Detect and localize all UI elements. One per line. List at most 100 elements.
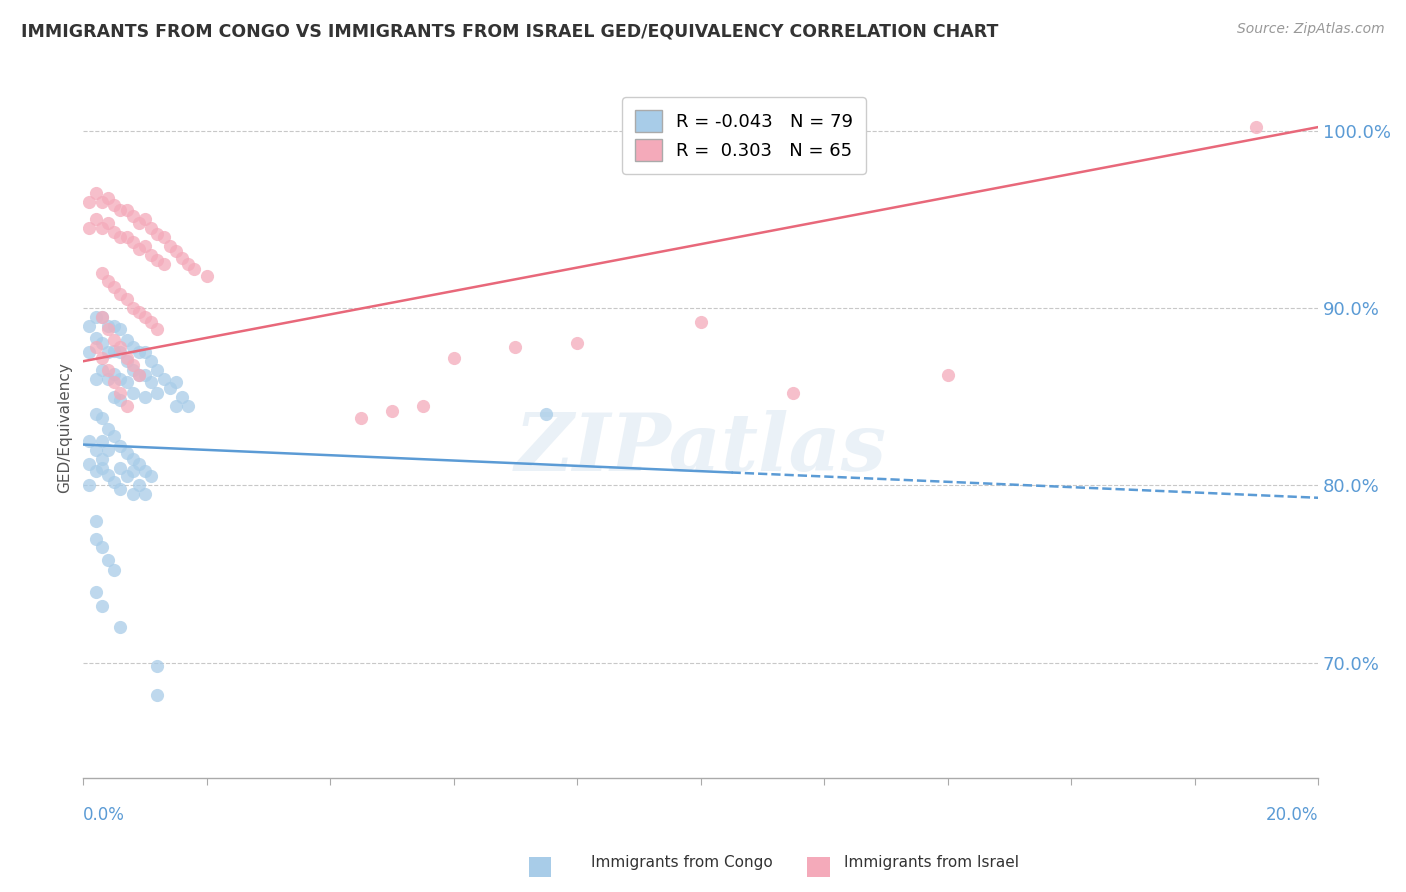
Point (141, 248, 163, 262)
Point (110, 345, 132, 359)
Point (146, 253, 169, 268)
Point (159, 239, 181, 253)
Point (146, 322, 169, 336)
Point (177, 399, 200, 413)
Point (536, 408, 558, 422)
Point (505, 340, 527, 354)
Point (443, 351, 465, 365)
Point (689, 315, 711, 329)
Point (121, 358, 143, 372)
Point (84, 532, 107, 546)
Point (195, 269, 218, 284)
Point (110, 340, 132, 354)
Point (115, 230, 138, 244)
Point (115, 333, 138, 347)
Point (146, 363, 169, 377)
Point (115, 446, 138, 460)
Point (103, 428, 125, 442)
Point (115, 399, 138, 413)
Point (110, 386, 132, 401)
Point (146, 386, 169, 401)
Point (103, 333, 125, 347)
Point (936, 368, 959, 383)
Point (97, 191, 120, 205)
Point (110, 372, 132, 386)
Point (128, 478, 150, 492)
Point (103, 564, 125, 578)
Point (165, 376, 187, 390)
Point (110, 620, 132, 634)
Point (134, 212, 156, 227)
Point (90, 221, 112, 235)
Point (84, 464, 107, 478)
Point (90, 310, 112, 324)
Point (134, 345, 156, 359)
Point (110, 203, 132, 218)
Point (381, 404, 404, 418)
Text: Immigrants from Israel: Immigrants from Israel (844, 855, 1018, 870)
Point (128, 304, 150, 318)
Point (84, 584, 107, 599)
Point (110, 439, 132, 453)
Point (84, 186, 107, 200)
Point (84, 514, 107, 528)
Point (141, 315, 163, 329)
Point (110, 322, 132, 336)
Point (103, 367, 125, 381)
Point (128, 216, 150, 230)
Point (110, 460, 132, 475)
Legend: R = -0.043   N = 79, R =  0.303   N = 65: R = -0.043 N = 79, R = 0.303 N = 65 (621, 97, 866, 174)
Point (110, 230, 132, 244)
Point (84, 442, 107, 457)
Point (152, 230, 174, 244)
Point (90, 411, 112, 425)
Point (84, 331, 107, 345)
Point (134, 464, 156, 478)
Point (1246, 120, 1268, 134)
Point (110, 393, 132, 408)
Point (103, 390, 125, 404)
Point (97, 216, 120, 230)
Point (97, 442, 120, 457)
Point (121, 301, 143, 315)
Y-axis label: GED/Equivalency: GED/Equivalency (58, 362, 72, 493)
Point (128, 345, 150, 359)
Point (90, 434, 112, 448)
Text: ZIPatlas: ZIPatlas (515, 410, 887, 488)
Point (90, 310, 112, 324)
Point (121, 363, 143, 377)
Point (90, 451, 112, 466)
Point (141, 376, 163, 390)
Point (183, 262, 205, 277)
Point (97, 467, 120, 482)
Text: Immigrants from Congo: Immigrants from Congo (591, 855, 772, 870)
Point (90, 599, 112, 613)
Point (97, 322, 120, 336)
Point (134, 487, 156, 501)
Point (134, 310, 156, 324)
Point (110, 286, 132, 301)
Point (121, 451, 143, 466)
Point (412, 399, 434, 413)
Point (103, 343, 125, 358)
Point (159, 381, 181, 395)
Point (103, 198, 125, 212)
Point (103, 376, 125, 390)
Point (90, 460, 112, 475)
Point (79, 345, 101, 359)
Point (121, 340, 143, 354)
Point (152, 372, 174, 386)
Point (90, 351, 112, 365)
Point (79, 434, 101, 448)
Point (141, 354, 163, 368)
Point (350, 411, 373, 425)
Point (115, 351, 138, 365)
Point (84, 310, 107, 324)
Point (165, 244, 187, 259)
Point (79, 318, 101, 333)
Point (146, 227, 169, 241)
Point (782, 386, 804, 401)
Text: 0.0%: 0.0% (83, 806, 125, 824)
Point (84, 212, 107, 227)
Point (79, 478, 101, 492)
